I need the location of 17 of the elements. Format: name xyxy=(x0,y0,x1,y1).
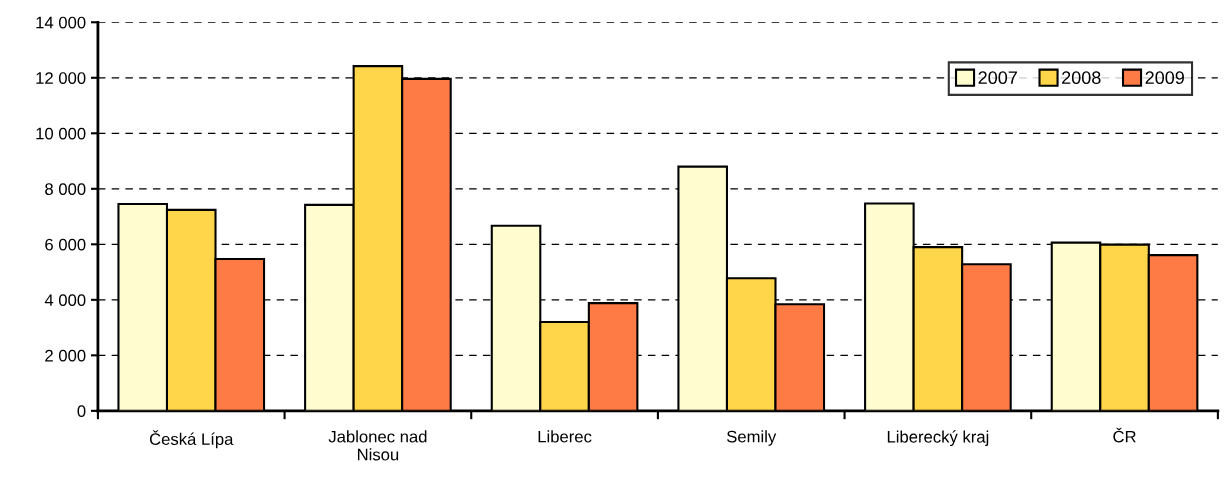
x-tick-label: Liberecký kraj xyxy=(887,430,989,447)
legend-label: 2007 xyxy=(978,71,1017,85)
legend-label: 2009 xyxy=(1145,71,1184,85)
x-tick-label: Semily xyxy=(726,430,777,446)
x-tick-label: ČR xyxy=(1113,427,1136,443)
y-tick-label: 6 000 xyxy=(45,238,86,251)
x-tick-label: Liberec xyxy=(538,430,592,443)
y-tick-label: 0 xyxy=(77,405,86,418)
y-tick-label: 2 000 xyxy=(45,349,86,362)
y-tick-label: 10 000 xyxy=(36,127,86,140)
y-tick-label: 12 000 xyxy=(36,72,86,84)
legend-label: 2008 xyxy=(1062,71,1101,85)
y-tick-label: 4 000 xyxy=(44,294,86,307)
x-tick-label: Jablonec nad Nisou xyxy=(328,430,427,461)
y-tick-label: 14 000 xyxy=(36,16,86,29)
x-tick-label: Česká Lípa xyxy=(149,430,234,449)
y-tick-label: 8 000 xyxy=(45,183,86,196)
